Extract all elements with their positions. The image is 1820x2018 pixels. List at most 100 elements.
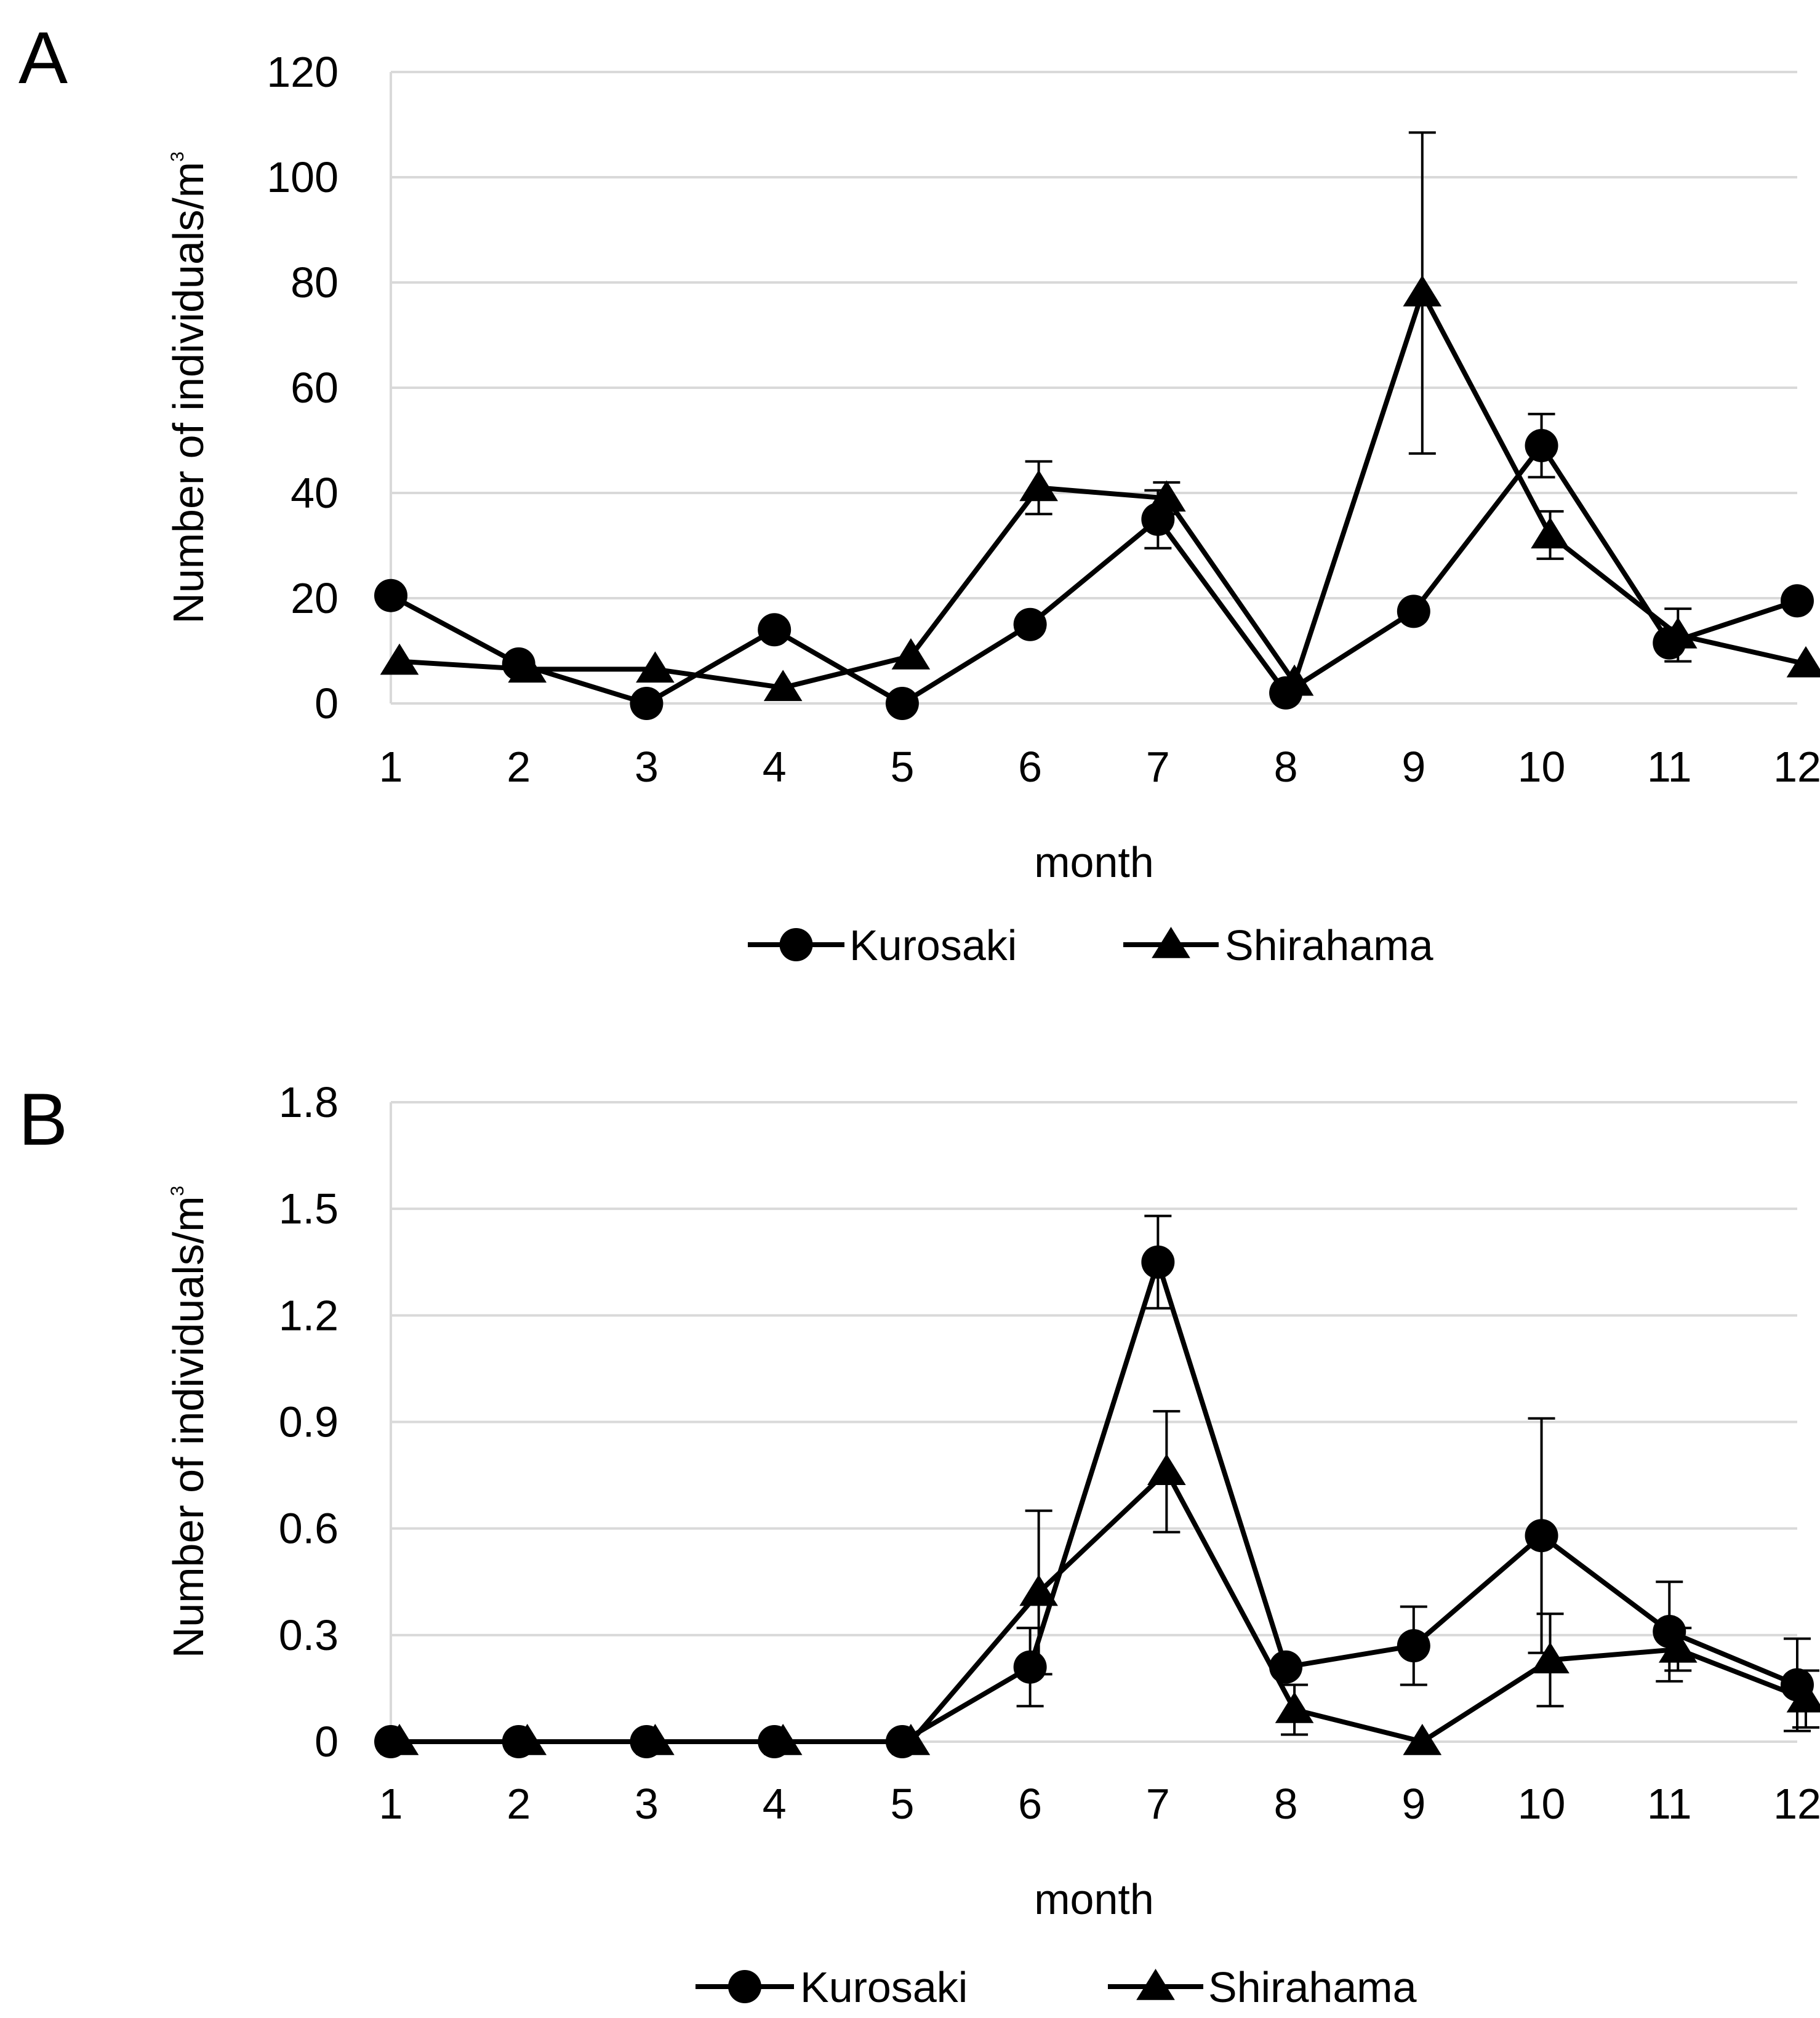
kurosaki-point-b-6 <box>1141 1245 1175 1279</box>
y-tick-label-b-1: 0.3 <box>279 1611 339 1659</box>
y-tick-label-a-5: 100 <box>267 153 339 201</box>
shirahama-point-a-4 <box>891 638 931 670</box>
x-tick-label-b-10: 11 <box>1647 1780 1692 1828</box>
kurosaki-point-a-5 <box>1013 607 1047 641</box>
kurosaki-point-a-2 <box>630 687 663 720</box>
kurosaki-point-b-9 <box>1525 1519 1558 1553</box>
y-tick-label-b-2: 0.6 <box>279 1505 339 1553</box>
x-tick-label-b-11: 12 <box>1773 1780 1820 1828</box>
y-axis-label-superscript-a: 3 <box>167 151 188 162</box>
shirahama-point-b-0 <box>380 1724 419 1755</box>
y-tick-label-a-3: 60 <box>291 364 339 412</box>
legend-marker-kurosaki-b <box>728 1970 761 2003</box>
x-tick-label-b-3: 4 <box>763 1780 787 1828</box>
x-tick-label-a-0: 1 <box>379 743 403 791</box>
x-tick-label-a-3: 4 <box>763 743 787 791</box>
x-tick-label-b-7: 8 <box>1274 1780 1298 1828</box>
y-axis-label-superscript-b: 3 <box>167 1186 188 1196</box>
shirahama-point-b-2 <box>636 1724 675 1755</box>
legend-label-shirahama-a: Shirahama <box>1225 921 1433 969</box>
shirahama-point-a-5 <box>1019 470 1058 502</box>
kurosaki-point-a-3 <box>758 613 792 647</box>
series-line-shirahama-b <box>399 1469 1807 1744</box>
y-tick-label-b-4: 1.2 <box>279 1291 339 1339</box>
x-tick-label-a-5: 6 <box>1018 743 1042 791</box>
y-axis-label-b: Number of individuals/m3 <box>164 1186 212 1659</box>
shirahama-point-a-10 <box>1658 617 1698 649</box>
x-tick-labels-a: 1 2 3 4 5 6 7 8 9 10 11 12 <box>379 743 1820 791</box>
x-axis-label-a: month <box>1034 838 1154 886</box>
legend-label-kurosaki-a: Kurosaki <box>849 921 1017 969</box>
shirahama-point-a-8 <box>1403 275 1442 306</box>
x-tick-label-a-10: 11 <box>1647 743 1692 791</box>
x-tick-label-a-11: 12 <box>1773 743 1820 791</box>
x-tick-label-b-5: 6 <box>1018 1780 1042 1828</box>
gridlines-b <box>390 1101 1797 1743</box>
shirahama-point-a-0 <box>380 643 419 675</box>
shirahama-point-b-1 <box>508 1724 547 1755</box>
y-tick-label-a-4: 80 <box>291 258 339 306</box>
y-tick-label-b-5: 1.5 <box>279 1185 339 1233</box>
y-tick-label-b-3: 0.9 <box>279 1398 339 1446</box>
y-tick-label-a-0: 0 <box>315 679 339 727</box>
shirahama-point-b-5 <box>1019 1574 1058 1606</box>
shirahama-point-a-11 <box>1786 646 1820 678</box>
x-tick-label-a-2: 3 <box>635 743 659 791</box>
shirahama-point-a-7 <box>1275 664 1314 696</box>
y-tick-label-a-2: 40 <box>291 469 339 517</box>
y-tick-label-a-6: 120 <box>267 48 339 96</box>
y-tick-labels-b: 0 0.3 0.6 0.9 1.2 1.5 1.8 <box>279 1078 339 1766</box>
kurosaki-point-a-8 <box>1397 595 1430 628</box>
shirahama-point-b-9 <box>1531 1642 1569 1673</box>
x-tick-label-a-9: 10 <box>1518 743 1566 791</box>
shirahama-point-a-6 <box>1147 480 1186 512</box>
series-b <box>374 1214 1820 1758</box>
x-tick-label-b-8: 9 <box>1401 1780 1425 1828</box>
legend-marker-shirahama-b <box>1136 1969 1175 2000</box>
shirahama-point-a-1 <box>508 651 547 683</box>
shirahama-point-a-2 <box>636 651 675 683</box>
legend-label-shirahama-b: Shirahama <box>1208 1963 1417 2011</box>
y-tick-label-b-6: 1.8 <box>279 1078 339 1126</box>
shirahama-point-a-3 <box>763 670 803 702</box>
legend-marker-kurosaki-a <box>779 928 813 961</box>
x-tick-label-a-1: 2 <box>507 743 531 791</box>
panel-label-b: B <box>18 1078 68 1161</box>
gridlines-a <box>390 71 1797 705</box>
x-axis-label-b: month <box>1034 1875 1154 1923</box>
x-tick-label-b-0: 1 <box>379 1780 403 1828</box>
y-tick-labels-a: 0 20 40 60 80 100 120 <box>267 48 339 727</box>
kurosaki-point-b-5 <box>1013 1650 1047 1684</box>
kurosaki-point-a-4 <box>885 687 919 720</box>
shirahama-point-b-11 <box>1786 1681 1820 1713</box>
series-line-kurosaki-a <box>390 443 1798 706</box>
x-tick-label-b-2: 3 <box>635 1780 659 1828</box>
kurosaki-point-b-8 <box>1397 1629 1430 1663</box>
x-tick-labels-b: 1 2 3 4 5 6 7 8 9 10 11 12 <box>379 1780 1820 1828</box>
x-tick-label-b-9: 10 <box>1518 1780 1566 1828</box>
shirahama-point-b-10 <box>1658 1631 1698 1663</box>
series-a <box>374 131 1820 720</box>
panel-label-a: A <box>18 17 68 99</box>
shirahama-point-b-8 <box>1403 1724 1442 1755</box>
shirahama-point-b-4 <box>891 1724 931 1755</box>
legend-marker-shirahama-a <box>1152 927 1190 958</box>
legend-label-kurosaki-b: Kurosaki <box>800 1963 968 2011</box>
x-tick-label-b-1: 2 <box>507 1780 531 1828</box>
shirahama-point-a-9 <box>1531 517 1569 549</box>
x-tick-label-b-6: 7 <box>1146 1780 1170 1828</box>
legend-a: Kurosaki Shirahama <box>748 921 1433 969</box>
shirahama-point-b-6 <box>1147 1454 1186 1486</box>
y-tick-label-b-0: 0 <box>315 1718 339 1766</box>
kurosaki-point-a-9 <box>1525 429 1558 463</box>
series-line-kurosaki-b <box>391 1259 1798 1744</box>
panel-b: B 00.30.60.91.21.51.8 1 2 3 4 5 6 7 8 9 10 11 12 Nu… <box>18 1078 1820 2011</box>
x-tick-label-b-4: 5 <box>890 1780 914 1828</box>
x-tick-label-a-7: 8 <box>1274 743 1298 791</box>
kurosaki-point-a-11 <box>1781 584 1814 618</box>
y-tick-label-a-1: 20 <box>291 574 339 622</box>
x-tick-label-a-6: 7 <box>1146 743 1170 791</box>
legend-b: Kurosaki Shirahama <box>696 1963 1417 2011</box>
